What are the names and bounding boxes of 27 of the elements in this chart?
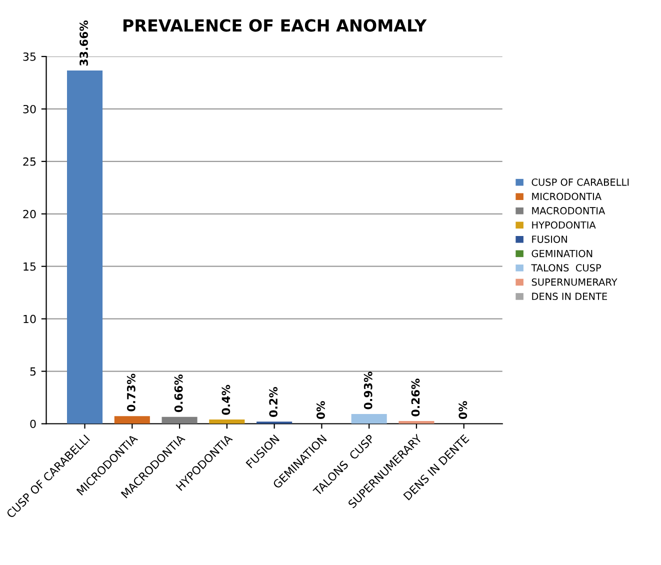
legend-label: MICRODONTIA [532,192,602,200]
y-tick-label: 15 [24,262,36,271]
text: 0.73% [126,374,136,412]
text: 0.4% [222,384,230,415]
text: 33.66% [80,20,88,66]
legend-label: CUSP OF CARABELLI [532,178,629,186]
legend-label: DENS IN DENTE [532,292,607,300]
y-tick-label: 10 [24,314,36,324]
legend-label: GEMINATION [532,250,592,258]
legend-label: MACRODONTIA [532,207,606,214]
y-tick-label: 0 [30,420,36,428]
text: 0% [458,401,468,420]
chart-title: PREVALENCE OF EACH ANOMALY [124,19,427,32]
y-tick-label: 35 [23,52,36,61]
y-tick-label: 20 [23,210,36,218]
text: 0.2% [269,387,278,417]
legend-label: FUSION [532,236,567,243]
legend-label: TALONS CUSP [531,264,602,272]
y-tick-label: 5 [30,367,36,376]
legend-label: HYPODONTIA [532,221,596,229]
y-tick-label: 25 [23,157,36,166]
legend-label: SUPERNUMERARY [532,278,618,286]
text: 0.26% [411,378,420,416]
text: 0.66% [174,374,183,412]
y-tick-label: 30 [23,104,36,114]
text: 0% [316,401,325,420]
text: 0.93% [364,372,372,410]
